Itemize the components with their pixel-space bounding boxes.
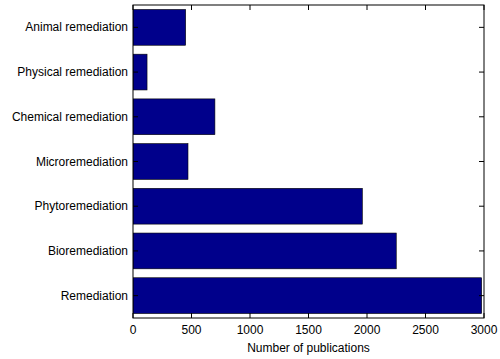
tick bbox=[479, 72, 484, 73]
tick bbox=[133, 313, 134, 318]
tick bbox=[133, 27, 138, 28]
tick bbox=[479, 27, 484, 28]
tick bbox=[191, 5, 192, 10]
tick bbox=[425, 313, 426, 318]
tick bbox=[250, 5, 251, 10]
category-label: Bioremediation bbox=[48, 244, 128, 258]
tick-label: 0 bbox=[130, 323, 137, 337]
tick bbox=[425, 5, 426, 10]
tick bbox=[133, 116, 138, 117]
tick bbox=[479, 116, 484, 117]
tick bbox=[479, 161, 484, 162]
plot-frame bbox=[133, 5, 484, 318]
axis-label: Number of publications bbox=[247, 341, 370, 355]
tick bbox=[133, 250, 138, 251]
tick bbox=[133, 295, 138, 296]
tick bbox=[250, 313, 251, 318]
tick bbox=[133, 206, 138, 207]
tick bbox=[479, 295, 484, 296]
tick bbox=[133, 5, 134, 10]
category-label: Physical remediation bbox=[17, 65, 128, 79]
chart: 0 500 1000 1500 2000 2500 3000 Animal remediati… bbox=[0, 0, 500, 359]
tick-label: 2500 bbox=[412, 323, 439, 337]
bar bbox=[133, 144, 188, 180]
tick bbox=[484, 313, 485, 318]
bar bbox=[133, 54, 147, 90]
tick-label: 3000 bbox=[471, 323, 498, 337]
tick bbox=[308, 313, 309, 318]
category-label: Phytoremediation bbox=[35, 199, 128, 213]
bar bbox=[133, 278, 482, 314]
bar bbox=[133, 99, 215, 135]
bar bbox=[133, 188, 362, 224]
bars bbox=[133, 9, 482, 313]
tick bbox=[367, 5, 368, 10]
tick bbox=[133, 161, 138, 162]
tick bbox=[479, 206, 484, 207]
tick bbox=[191, 313, 192, 318]
tick-label: 1000 bbox=[237, 323, 264, 337]
tick-label: 2000 bbox=[354, 323, 381, 337]
tick bbox=[308, 5, 309, 10]
tick bbox=[133, 72, 138, 73]
bar bbox=[133, 233, 396, 269]
bar bbox=[133, 9, 186, 45]
tick bbox=[484, 5, 485, 10]
category-label: Remediation bbox=[61, 289, 128, 303]
tick bbox=[479, 250, 484, 251]
tick-label: 1500 bbox=[295, 323, 322, 337]
category-label: Microremediation bbox=[36, 155, 128, 169]
tick-label: 500 bbox=[181, 323, 201, 337]
tick bbox=[367, 313, 368, 318]
category-label: Animal remediation bbox=[25, 20, 128, 34]
category-label: Chemical remediation bbox=[12, 110, 128, 124]
